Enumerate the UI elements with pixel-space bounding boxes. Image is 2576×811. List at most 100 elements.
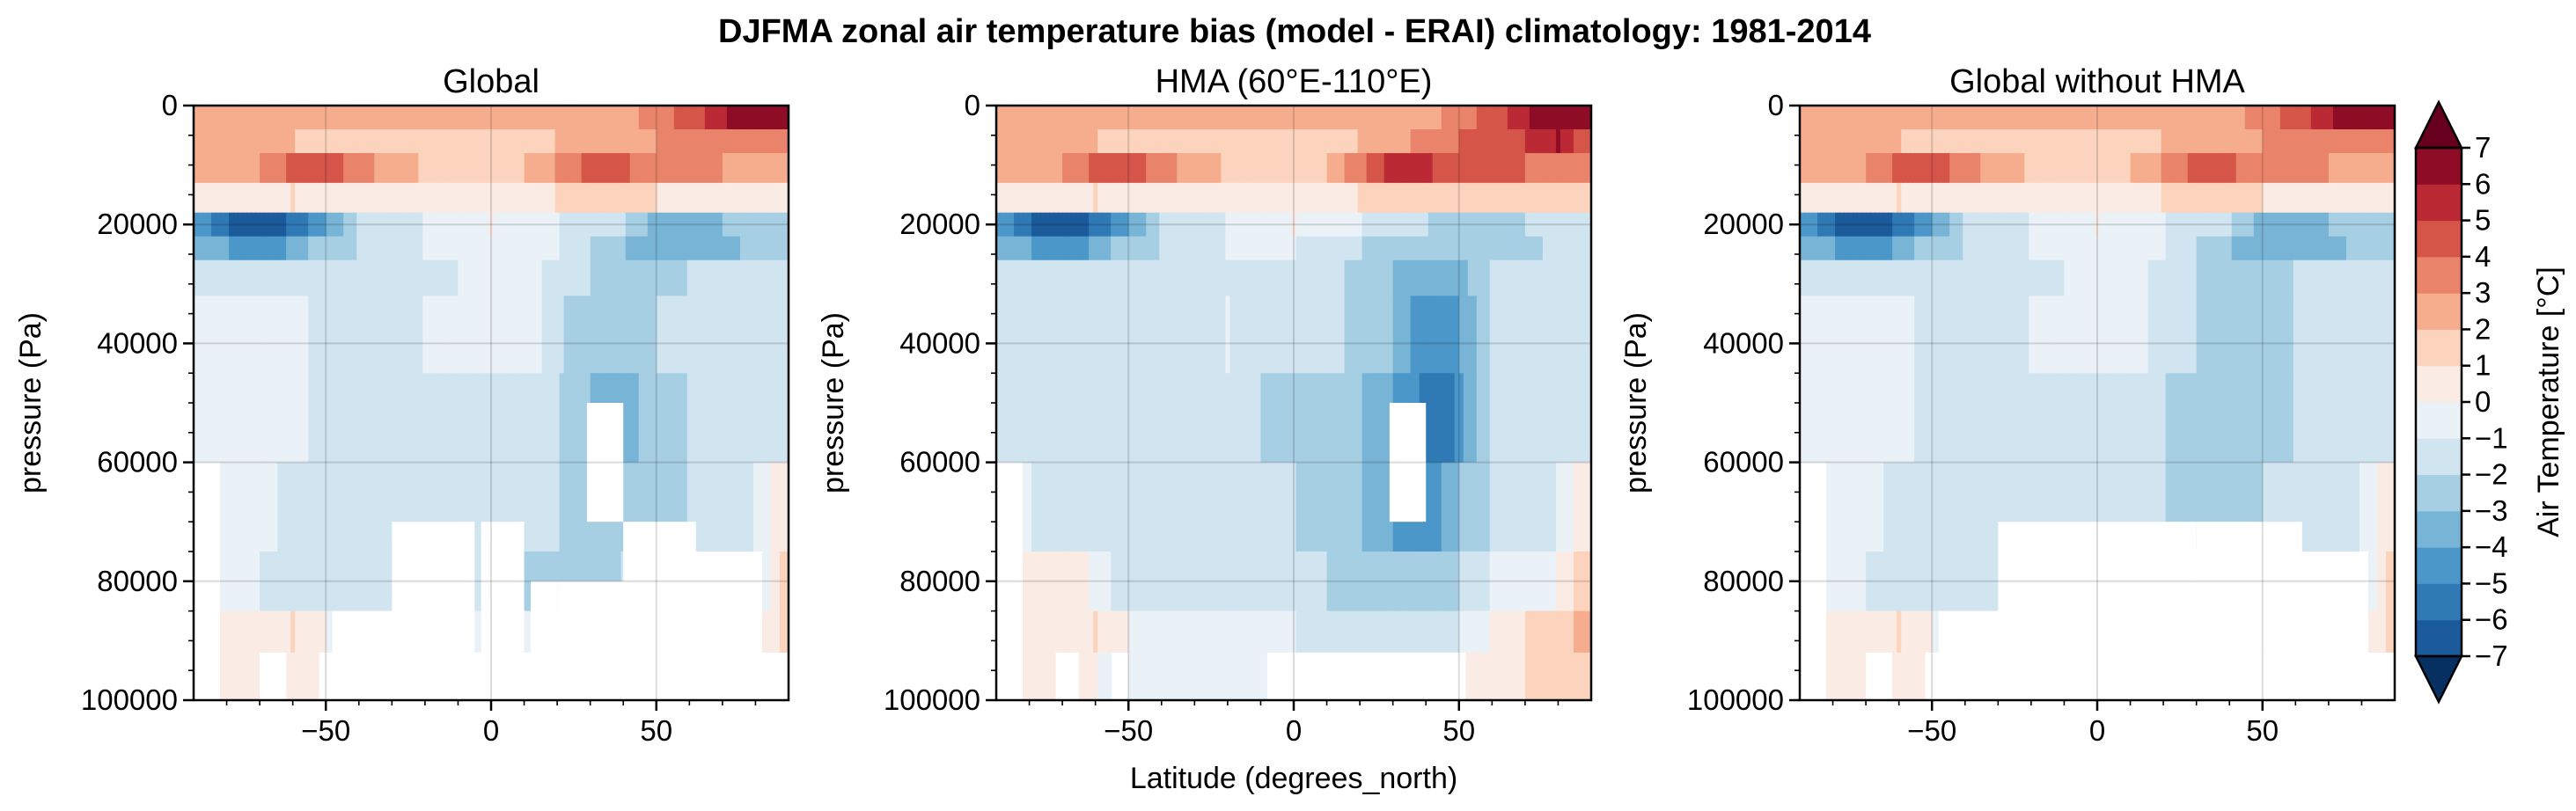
heatmap-cell	[1053, 296, 1059, 374]
heatmap-cell	[1269, 552, 1275, 612]
heatmap-cell	[2108, 259, 2114, 297]
heatmap-cell	[1941, 462, 1947, 552]
heatmap-cell	[1577, 552, 1583, 612]
heatmap-cell	[2174, 236, 2180, 261]
heatmap-cell	[612, 182, 618, 214]
heatmap-cell	[436, 373, 442, 464]
heatmap-cell	[1181, 212, 1187, 237]
heatmap-cell	[251, 462, 256, 552]
heatmap-cell	[647, 236, 653, 261]
heatmap-cell	[1471, 153, 1478, 184]
heatmap-cell	[2222, 373, 2228, 464]
heatmap-cell	[1414, 552, 1420, 612]
y-tick-label: 60000	[97, 446, 178, 479]
heatmap-cell	[1586, 153, 1591, 184]
heatmap-cell	[1480, 652, 1486, 700]
heatmap-cell	[1009, 106, 1015, 130]
heatmap-cell	[2112, 259, 2118, 297]
heatmap-cell	[1923, 296, 1929, 374]
heatmap-cell	[2205, 462, 2211, 552]
heatmap-cell	[365, 182, 371, 214]
heatmap-cell	[1106, 259, 1112, 297]
heatmap-cell	[1001, 153, 1006, 184]
heatmap-cell	[669, 462, 675, 552]
heatmap-cell	[1018, 153, 1024, 184]
heatmap-cell	[2011, 236, 2017, 261]
heatmap-cell	[1093, 212, 1098, 237]
heatmap-cell	[603, 153, 609, 184]
heatmap-cell	[1326, 259, 1332, 297]
heatmap-cell	[326, 259, 332, 297]
heatmap-cell	[1489, 652, 1495, 700]
heatmap-cell	[2244, 153, 2250, 184]
heatmap-cell	[1221, 236, 1227, 261]
heatmap-cell	[2341, 373, 2347, 464]
heatmap-cell	[2099, 212, 2105, 237]
heatmap-cell	[1958, 462, 1964, 552]
heatmap-cell	[1897, 296, 1902, 374]
heatmap-cell	[2345, 462, 2352, 552]
heatmap-cell	[317, 182, 323, 214]
heatmap-cell	[444, 373, 451, 464]
heatmap-cell	[493, 106, 499, 130]
heatmap-cell	[2297, 462, 2303, 552]
heatmap-cell	[1168, 552, 1174, 612]
heatmap-cell	[312, 259, 319, 297]
heatmap-cell	[1445, 212, 1451, 237]
heatmap-cell	[1454, 212, 1460, 237]
heatmap-cell	[537, 212, 543, 237]
heatmap-cell	[585, 236, 591, 261]
heatmap-cell	[1251, 296, 1258, 374]
heatmap-cell	[2130, 236, 2136, 261]
heatmap-cell	[1309, 259, 1315, 297]
heatmap-cell	[695, 182, 701, 214]
heatmap-cell	[304, 462, 309, 552]
heatmap-cell	[537, 236, 543, 261]
heatmap-cell	[2125, 462, 2132, 552]
heatmap-cell	[2051, 373, 2057, 464]
heatmap-cell	[1251, 373, 1258, 464]
heatmap-cell	[1234, 153, 1240, 184]
heatmap-cell	[616, 106, 622, 130]
heatmap-cell	[2200, 236, 2206, 261]
heatmap-cell	[2029, 259, 2035, 297]
heatmap-cell	[488, 259, 495, 297]
heatmap-cell	[1831, 259, 1836, 297]
heatmap-cell	[2315, 296, 2321, 374]
heatmap-cell	[537, 129, 543, 154]
heatmap-cell	[625, 182, 631, 214]
masked-region	[695, 552, 762, 653]
heatmap-cell	[2323, 259, 2330, 297]
heatmap-cell	[1993, 259, 2000, 297]
heatmap-cell	[1124, 552, 1130, 612]
heatmap-cell	[497, 462, 503, 552]
heatmap-cell	[1967, 296, 1973, 374]
heatmap-cell	[1586, 296, 1591, 374]
heatmap-cell	[220, 373, 225, 464]
heatmap-cell	[409, 106, 415, 130]
heatmap-cell	[2235, 106, 2242, 130]
heatmap-cell	[1067, 552, 1072, 612]
heatmap-cell	[1958, 373, 1964, 464]
heatmap-cell	[2284, 212, 2290, 237]
heatmap-cell	[2020, 259, 2026, 297]
heatmap-cell	[238, 106, 243, 130]
heatmap-cell	[1014, 259, 1019, 297]
heatmap-cell	[1463, 129, 1469, 154]
heatmap-cell	[1480, 373, 1486, 464]
heatmap-cell	[1027, 552, 1032, 612]
heatmap-cell	[321, 153, 327, 184]
heatmap-cell	[1243, 462, 1249, 552]
heatmap-cell	[2108, 153, 2114, 184]
heatmap-cell	[2068, 212, 2074, 237]
heatmap-cell	[1560, 106, 1566, 130]
heatmap-cell	[488, 129, 495, 154]
heatmap-cell	[691, 153, 697, 184]
heatmap-cell	[1910, 296, 1915, 374]
heatmap-cell	[1910, 462, 1915, 552]
heatmap-cell	[2086, 236, 2092, 261]
heatmap-cell	[1538, 129, 1544, 154]
heatmap-cell	[713, 182, 719, 214]
heatmap-cell	[2279, 153, 2286, 184]
heatmap-cell	[541, 296, 547, 374]
